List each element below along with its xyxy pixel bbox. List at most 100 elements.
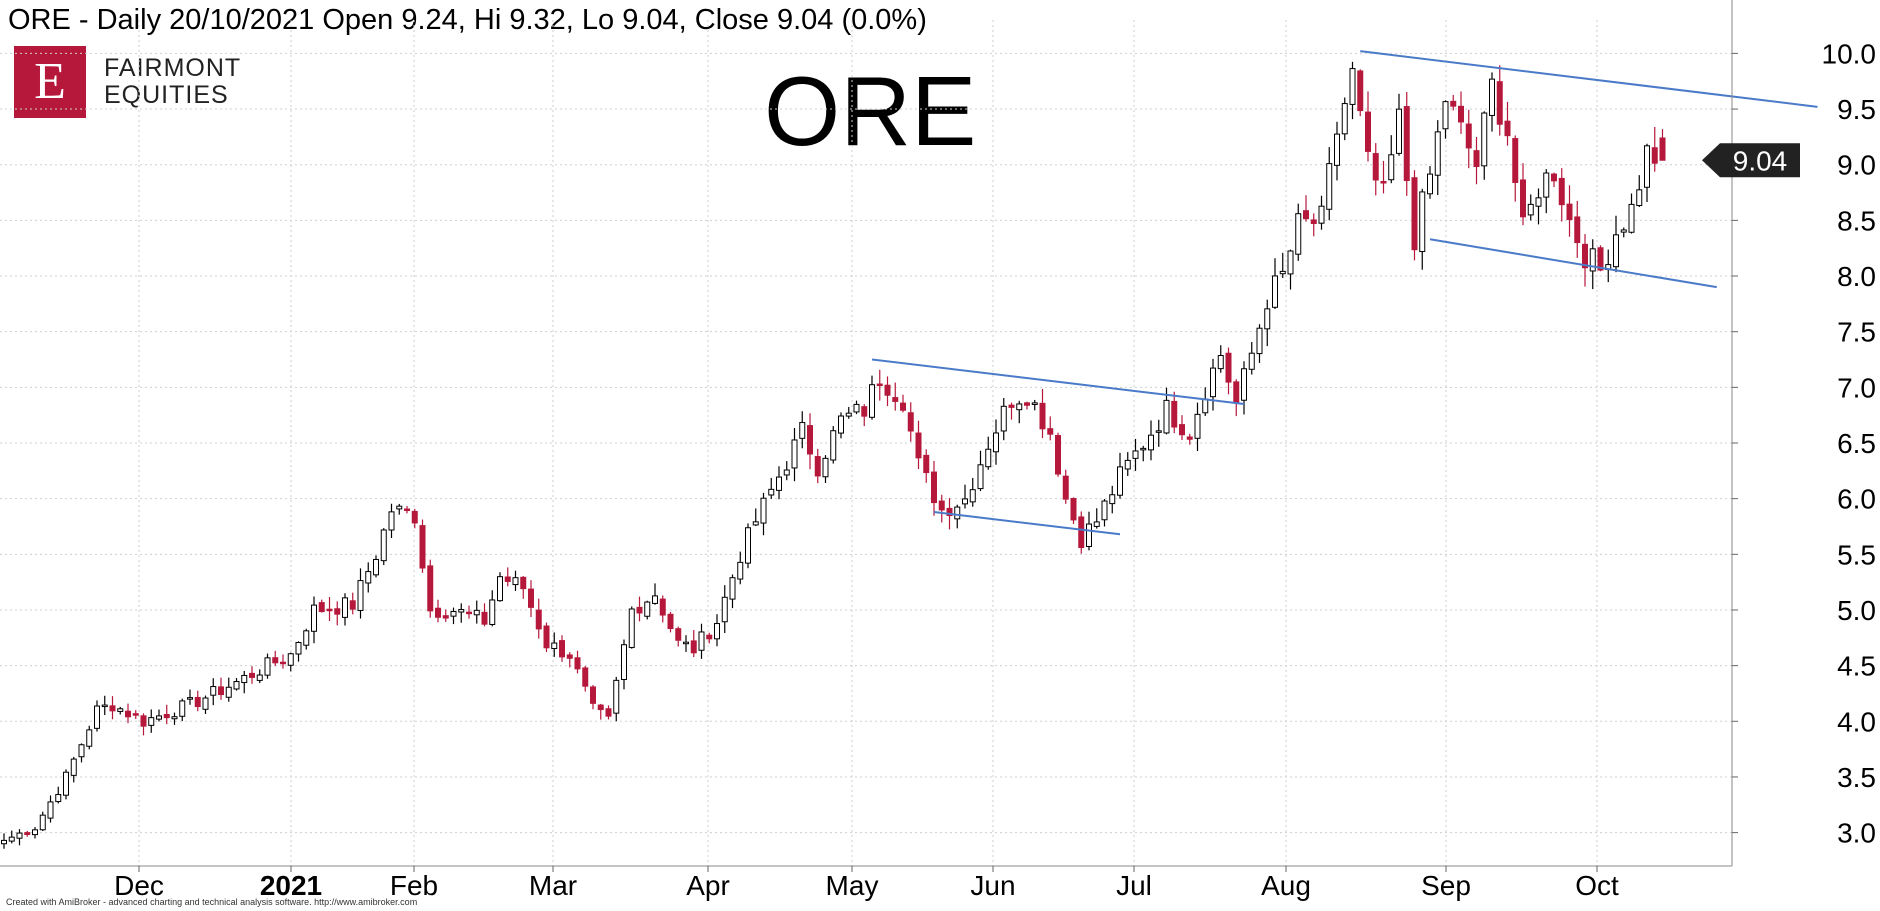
- logo-line2: EQUITIES: [104, 81, 229, 109]
- candle-body: [1016, 403, 1023, 411]
- candle-body: [388, 511, 395, 531]
- x-tick-label: Mar: [529, 870, 577, 901]
- candle-body: [1310, 219, 1317, 224]
- candle-body: [1140, 447, 1147, 451]
- candle-body: [535, 609, 542, 630]
- candle-body: [938, 500, 945, 511]
- candle-body: [1124, 459, 1131, 470]
- candle-body: [156, 715, 162, 720]
- candle-body: [194, 696, 201, 708]
- candle-body: [1055, 435, 1061, 475]
- trendline-may-upper: [871, 358, 1245, 406]
- candle-body: [287, 653, 294, 666]
- candle-body: [1481, 112, 1488, 167]
- x-tick-label: May: [826, 870, 879, 901]
- y-tick-label: 6.0: [1837, 484, 1876, 515]
- candle-body: [962, 498, 968, 505]
- last-price-tag: [1702, 143, 1800, 178]
- candle-body: [8, 836, 15, 842]
- candle-body: [1613, 234, 1619, 268]
- candle-body: [1372, 153, 1379, 181]
- candle-body: [737, 561, 744, 580]
- candle-body: [396, 505, 403, 510]
- candle-body: [1171, 400, 1178, 428]
- last-price-label: 9.04: [1733, 145, 1788, 176]
- candle-body: [605, 708, 612, 717]
- candle-body: [636, 606, 643, 614]
- candle-body: [1535, 197, 1542, 207]
- candle-body: [1000, 405, 1007, 432]
- candle-body: [512, 577, 519, 586]
- candle-body: [1148, 434, 1154, 451]
- candle-body: [690, 640, 697, 654]
- x-tick-label: Apr: [686, 870, 730, 901]
- trendline-aug-upper: [1360, 50, 1818, 108]
- x-tick-label: Dec: [114, 870, 164, 901]
- candle-body: [140, 715, 147, 727]
- candle-body: [1225, 352, 1232, 383]
- y-tick-label: 5.5: [1837, 539, 1876, 570]
- candle-body: [559, 640, 565, 658]
- candle-body: [1419, 191, 1426, 253]
- candle-body: [1062, 475, 1069, 500]
- candle-body: [349, 600, 356, 610]
- candle-layer: [1, 61, 1666, 849]
- candle-body: [497, 576, 503, 602]
- candle-body: [1349, 68, 1356, 105]
- candle-body: [1024, 402, 1030, 406]
- candle-body: [1093, 521, 1100, 527]
- candle-body: [210, 686, 217, 696]
- candle-body: [481, 611, 488, 625]
- candle-body: [551, 642, 558, 650]
- candle-body: [1241, 368, 1247, 401]
- candle-body: [590, 686, 596, 704]
- candle-body: [187, 697, 193, 700]
- candle-body: [365, 571, 372, 584]
- candle-body: [458, 609, 465, 613]
- chart-header-quote: ORE - Daily 20/10/2021 Open 9.24, Hi 9.3…: [8, 4, 927, 36]
- chart-title: ORE: [764, 56, 977, 166]
- candle-body: [1210, 367, 1216, 398]
- candle-body: [675, 628, 682, 641]
- x-tick-label: Aug: [1261, 870, 1311, 901]
- candle-body: [1318, 205, 1325, 224]
- candle-body: [1039, 402, 1046, 430]
- candle-body: [427, 565, 434, 612]
- candle-body: [985, 448, 992, 468]
- candle-body: [1558, 177, 1565, 206]
- candle-body: [1651, 147, 1658, 164]
- candle-body: [1566, 203, 1573, 221]
- candle-body: [1450, 100, 1457, 107]
- candle-body: [721, 596, 728, 623]
- x-tick-label: Jul: [1116, 870, 1152, 901]
- candle-body: [1574, 216, 1581, 244]
- candle-body: [1272, 275, 1278, 308]
- trendline-may-lower: [933, 511, 1121, 536]
- candle-body: [1504, 120, 1511, 137]
- candle-body: [1179, 424, 1185, 436]
- candle-body: [1365, 111, 1371, 152]
- candle-body: [1295, 213, 1302, 255]
- y-tick-label: 8.0: [1837, 261, 1876, 292]
- candle-body: [1434, 131, 1441, 176]
- candle-body: [838, 415, 844, 434]
- candle-body: [1303, 210, 1309, 220]
- candle-body: [318, 602, 325, 613]
- candle-body: [644, 601, 651, 617]
- candle-body: [1101, 500, 1108, 521]
- candle-body: [714, 623, 720, 640]
- candle-body: [977, 464, 984, 490]
- candle-body: [1233, 381, 1240, 404]
- candle-body: [272, 657, 279, 664]
- candle-body: [435, 607, 441, 618]
- candle-body: [1597, 247, 1604, 271]
- candle-body: [931, 471, 937, 504]
- candle-body: [1396, 108, 1402, 154]
- candle-body: [249, 672, 255, 678]
- candle-body: [218, 686, 224, 695]
- candle-body: [1008, 404, 1015, 408]
- y-tick-label: 3.0: [1837, 818, 1876, 849]
- candle-body: [729, 577, 736, 600]
- candle-body: [706, 634, 713, 640]
